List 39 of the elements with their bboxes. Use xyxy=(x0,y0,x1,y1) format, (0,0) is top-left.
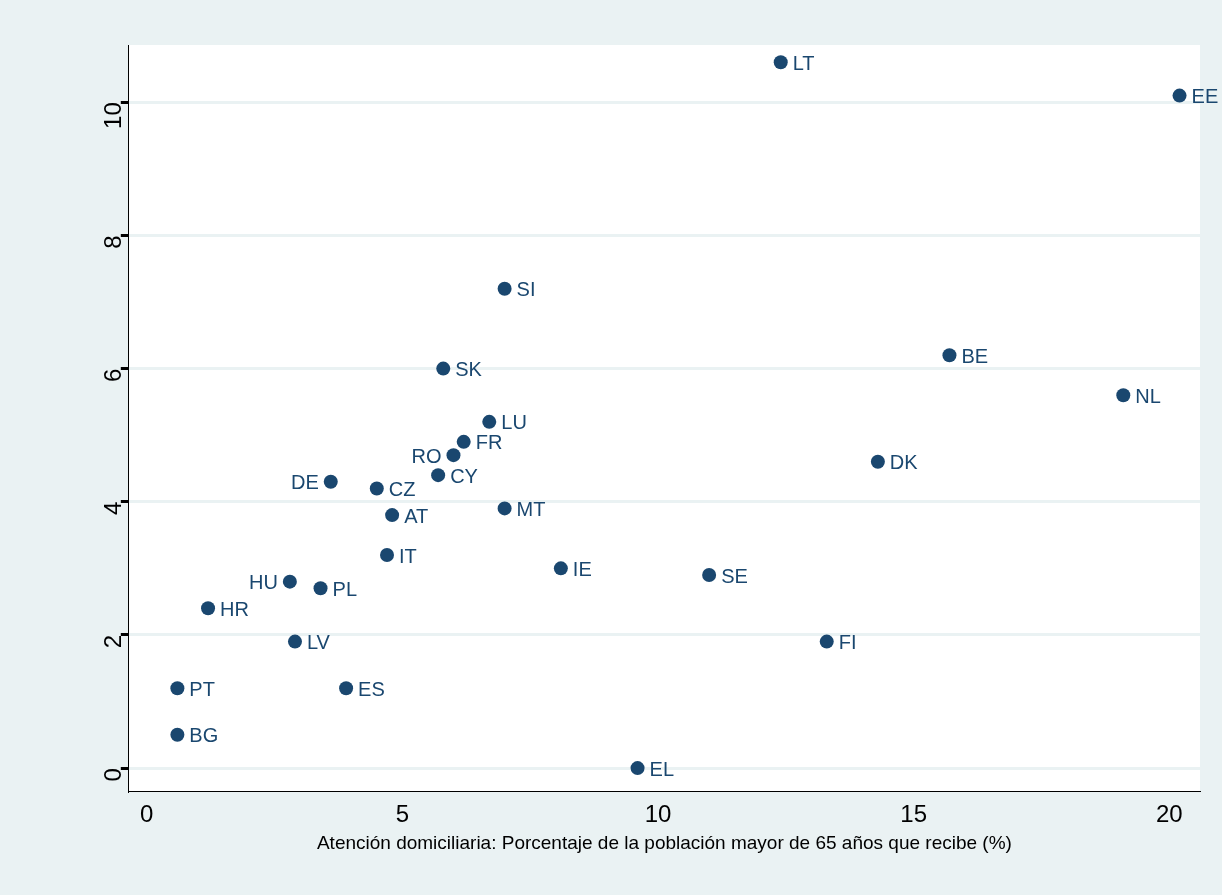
data-label: SI xyxy=(516,278,536,301)
x-tick-label: 5 xyxy=(395,800,410,828)
data-label: ES xyxy=(358,677,385,700)
data-label: IT xyxy=(399,544,417,567)
y-tick-label: 8 xyxy=(99,235,127,249)
data-label: DK xyxy=(889,451,919,474)
x-tick-label: 10 xyxy=(644,800,672,828)
data-label: LU xyxy=(501,411,527,434)
x-tick-label: 15 xyxy=(900,800,928,828)
y-tick-label: 6 xyxy=(99,368,127,382)
data-label: IE xyxy=(572,557,592,580)
data-label: CY xyxy=(450,464,478,487)
y-tick-label: 0 xyxy=(99,768,127,782)
data-label: HR xyxy=(220,597,249,620)
data-label: RO xyxy=(411,444,442,467)
x-axis-title: Atención domiciliaria: Porcentaje de la población mayor de 65 años que recibe (%) xyxy=(316,831,1012,853)
data-label: BG xyxy=(189,724,219,747)
data-label: NL xyxy=(1135,384,1161,407)
x-tick-label: 0 xyxy=(140,800,154,828)
data-label: SE xyxy=(721,564,748,587)
data-label: EL xyxy=(649,757,675,780)
data-label: FI xyxy=(838,631,857,654)
data-label: FR xyxy=(475,431,503,454)
y-tick-label: 4 xyxy=(99,501,127,516)
data-label: SK xyxy=(455,358,483,381)
x-tick-label: 20 xyxy=(1155,800,1183,828)
data-label: LV xyxy=(306,631,331,654)
y-tick-label: 10 xyxy=(99,102,127,129)
data-label: BE xyxy=(961,344,989,367)
data-label: AT xyxy=(404,504,429,527)
data-label: PT xyxy=(189,677,215,700)
y-tick-label: 2 xyxy=(99,634,127,649)
data-label: CZ xyxy=(388,477,416,500)
data-label: PL xyxy=(332,577,358,600)
data-label: MT xyxy=(516,497,546,520)
data-label: DE xyxy=(290,471,319,494)
data-label: HU xyxy=(248,571,278,594)
data-label: EE xyxy=(1191,85,1219,108)
data-label: LT xyxy=(792,51,815,74)
